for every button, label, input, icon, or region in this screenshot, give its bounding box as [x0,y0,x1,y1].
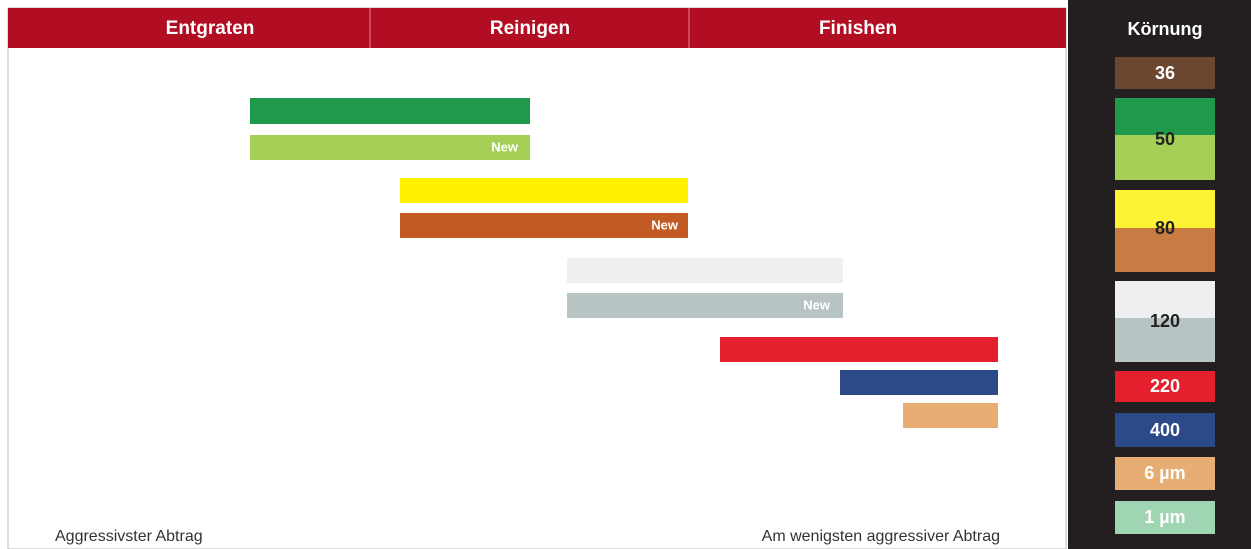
range-bar [400,213,688,238]
header-band [8,8,1066,48]
range-bar [720,337,998,362]
swatch [1115,457,1215,490]
range-bar [250,135,530,160]
grit-label: 6 µm [1144,463,1185,483]
swatch [1115,98,1215,135]
swatch [1115,228,1215,272]
swatch [1115,371,1215,402]
range-bar [250,98,530,124]
grit-label: 80 [1155,218,1175,238]
legend-title: Körnung [1128,19,1203,39]
swatch [1115,135,1215,180]
swatch [1115,318,1215,362]
range-bar [400,178,688,203]
new-badge: New [803,297,831,312]
new-badge: New [651,217,679,232]
grit-label: 36 [1155,63,1175,83]
swatch [1115,281,1215,318]
section-title: Reinigen [490,18,570,39]
main-panel [7,7,1067,549]
range-bar [567,258,843,283]
swatch [1115,501,1215,534]
grit-label: 1 µm [1144,507,1185,527]
bars: New New New [250,98,998,428]
range-bar [840,370,998,395]
new-badge: New [491,139,519,154]
axis-label-right: Am wenigsten aggressiver Abtrag [762,528,1000,545]
section-title: Entgraten [166,18,255,39]
grit-label: 120 [1150,311,1180,331]
axis-label-left: Aggressivster Abtrag [55,528,203,545]
swatch [1115,413,1215,447]
range-bar [903,403,998,428]
swatch [1115,190,1215,228]
grit-label: 220 [1150,376,1180,396]
range-bar [567,293,843,318]
grit-label: 400 [1150,420,1180,440]
grit-label: 50 [1155,129,1175,149]
section-title: Finishen [819,18,897,39]
swatch [1115,57,1215,89]
